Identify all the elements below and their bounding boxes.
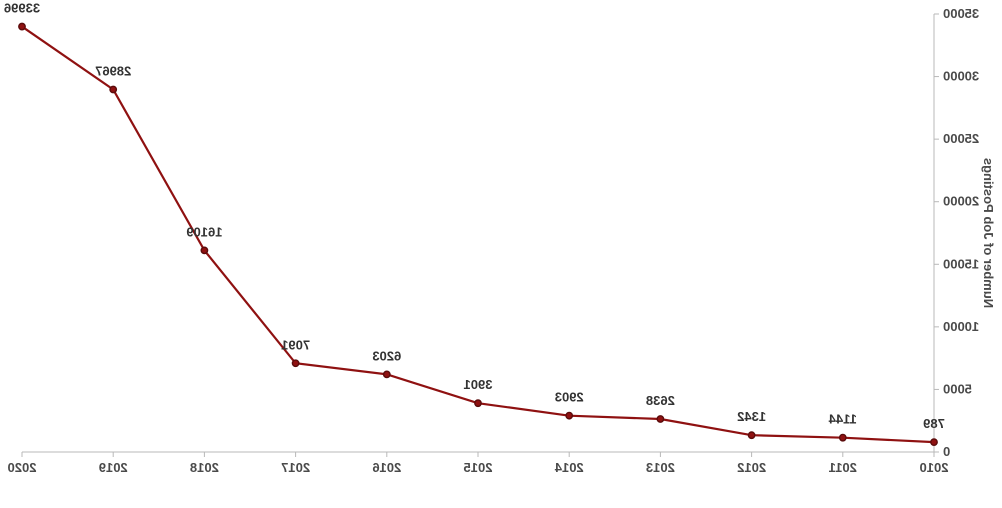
x-tick-label: 2020	[8, 460, 37, 475]
data-point	[657, 416, 663, 422]
value-label: 2638	[646, 393, 675, 408]
x-tick-label: 2017	[281, 460, 310, 475]
y-tick-label: 15000	[943, 256, 979, 271]
value-label: 1342	[737, 409, 766, 424]
y-tick-label: 35000	[943, 6, 979, 21]
data-point	[384, 371, 390, 377]
y-tick-label: 10000	[943, 319, 979, 334]
value-label: 1144	[828, 412, 857, 427]
value-label: 28967	[95, 63, 131, 78]
y-tick-label: 25000	[943, 131, 979, 146]
data-point	[110, 86, 116, 92]
line-chart: 0 5000 10000 15000 20000 25000 30000 35000 2010 2…	[0, 0, 1002, 508]
value-label: 2903	[555, 390, 584, 405]
y-tick-label: 0	[943, 444, 950, 459]
value-label: 3901	[464, 377, 493, 392]
x-tick-label: 2018	[190, 460, 219, 475]
x-tick-label: 2012	[737, 460, 766, 475]
y-axis-title: Number of Job Postings	[981, 158, 996, 308]
x-tick-label: 2010	[920, 460, 949, 475]
value-label: 33996	[4, 1, 40, 16]
data-point	[201, 247, 207, 253]
x-tick-label: 2019	[99, 460, 128, 475]
value-label: 789	[923, 416, 945, 431]
x-tick-label: 2016	[372, 460, 401, 475]
value-label: 16109	[186, 224, 222, 239]
y-tick-label: 30000	[943, 69, 979, 84]
data-point	[840, 434, 846, 440]
chart-svg: 0 5000 10000 15000 20000 25000 30000 35000 2010 2…	[0, 0, 1002, 508]
y-tick-label: 20000	[943, 194, 979, 209]
value-label: 7091	[281, 337, 310, 352]
data-point	[931, 439, 937, 445]
x-tick-label: 2011	[829, 460, 857, 475]
data-point	[475, 400, 481, 406]
data-point	[748, 432, 754, 438]
data-point	[292, 360, 298, 366]
data-point	[19, 23, 25, 29]
x-tick-label: 2014	[554, 460, 584, 475]
x-tick-label: 2013	[646, 460, 675, 475]
data-point	[566, 412, 572, 418]
x-tick-label: 2015	[464, 460, 493, 475]
y-tick-label: 5000	[943, 381, 972, 396]
value-label: 6203	[372, 348, 401, 363]
